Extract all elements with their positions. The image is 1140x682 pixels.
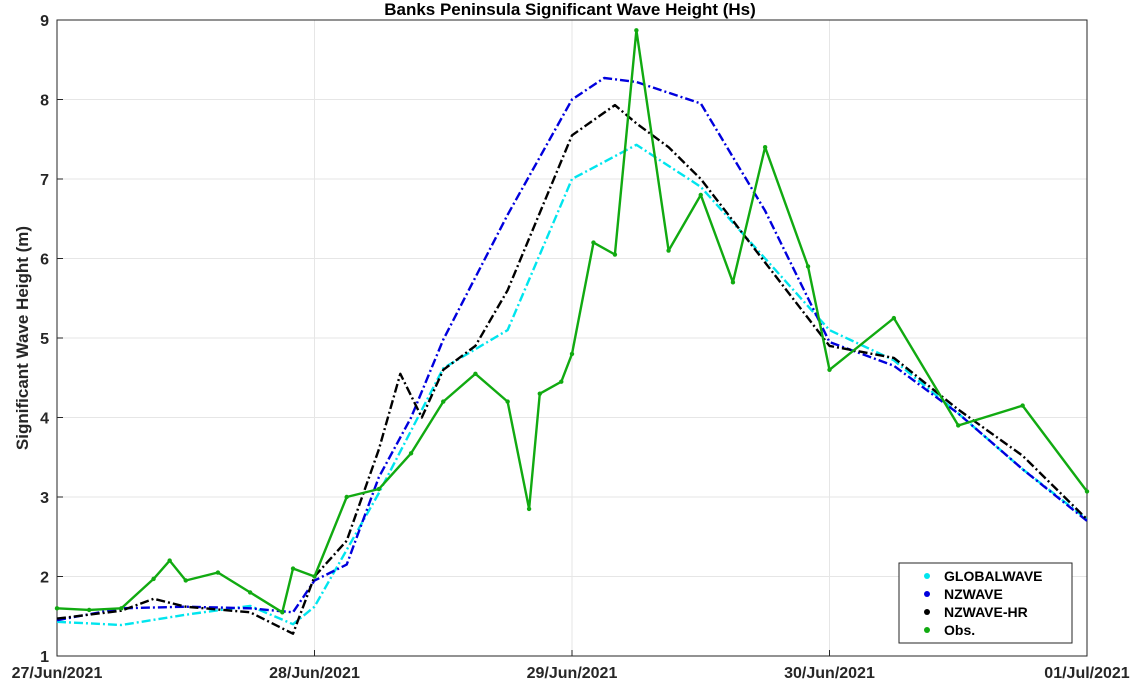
legend-entry: Obs. (924, 622, 975, 638)
obs-point (86, 607, 92, 613)
obs-point (280, 610, 285, 615)
obs-point (408, 451, 414, 456)
obs-point (762, 145, 768, 150)
obs-point (54, 606, 60, 611)
y-tick-label: 3 (40, 490, 49, 507)
legend-marker (924, 609, 930, 615)
y-axis: 1 2 3 4 5 6 7 8 9 (40, 13, 63, 666)
legend-marker (924, 573, 930, 579)
legend-marker (924, 627, 930, 633)
obs-point (441, 399, 446, 404)
y-tick-label: 9 (40, 13, 49, 30)
obs-point (891, 315, 897, 321)
obs-point (666, 248, 671, 253)
obs-point (215, 570, 221, 575)
obs-point (526, 506, 532, 512)
y-tick-label: 1 (40, 649, 49, 666)
x-tick-label: 01/Jul/2021 (1044, 665, 1130, 682)
obs-point (167, 558, 172, 563)
legend-marker (924, 591, 930, 597)
y-tick-label: 7 (40, 172, 49, 189)
series-layer (54, 28, 1090, 635)
legend-label: NZWAVE-HR (944, 604, 1028, 620)
legend-entry: NZWAVE-HR (924, 604, 1028, 620)
obs-point (247, 590, 253, 595)
series-nzwave (56, 76, 1088, 622)
x-axis: 27/Jun/2021 28/Jun/2021 29/Jun/2021 30/Jun/… (12, 650, 1130, 682)
y-tick-label: 6 (40, 252, 49, 269)
y-tick-label: 5 (40, 331, 49, 348)
obs-point (312, 574, 317, 579)
chart-title: Banks Peninsula Significant Wave Height … (384, 0, 756, 19)
x-tick-label: 30/Jun/2021 (784, 665, 875, 682)
obs-point (183, 578, 188, 583)
series-line-nzwave-hr (56, 103, 1088, 635)
y-tick-label: 8 (40, 93, 49, 110)
legend-entry: NZWAVE (924, 586, 1003, 602)
obs-point (1020, 403, 1025, 408)
obs-point (591, 240, 596, 245)
obs-point (634, 28, 639, 33)
y-tick-label: 2 (40, 570, 49, 587)
legend-label: GLOBALWAVE (944, 568, 1043, 584)
obs-point (612, 252, 618, 257)
obs-point (730, 280, 736, 285)
series-nzwave-hr (56, 103, 1088, 635)
obs-point (559, 379, 564, 384)
obs-point (290, 566, 296, 571)
obs-point (956, 423, 961, 428)
obs-point (569, 351, 575, 357)
series-line-obs (56, 29, 1088, 614)
obs-point (1084, 489, 1090, 494)
obs-point (537, 391, 543, 396)
legend: GLOBALWAVE NZWAVE NZWAVE-HR Obs. (898, 562, 1073, 644)
obs-point (698, 192, 703, 198)
x-tick-label: 29/Jun/2021 (527, 665, 618, 682)
obs-point (473, 371, 478, 376)
y-axis-label: Significant Wave Height (m) (13, 226, 32, 450)
legend-label: Obs. (944, 622, 975, 638)
obs-point (376, 486, 382, 492)
y-tick-label: 4 (40, 411, 49, 428)
obs-point (827, 367, 832, 372)
x-tick-label: 28/Jun/2021 (269, 665, 360, 682)
obs-point (119, 606, 124, 611)
x-tick-label: 27/Jun/2021 (12, 665, 103, 682)
legend-label: NZWAVE (944, 586, 1003, 602)
series-line-nzwave (56, 76, 1088, 622)
obs-point (505, 399, 510, 404)
obs-point (344, 494, 349, 500)
legend-entry: GLOBALWAVE (924, 568, 1043, 584)
obs-point (805, 264, 811, 269)
series-obs (54, 28, 1090, 615)
obs-point (151, 576, 156, 582)
